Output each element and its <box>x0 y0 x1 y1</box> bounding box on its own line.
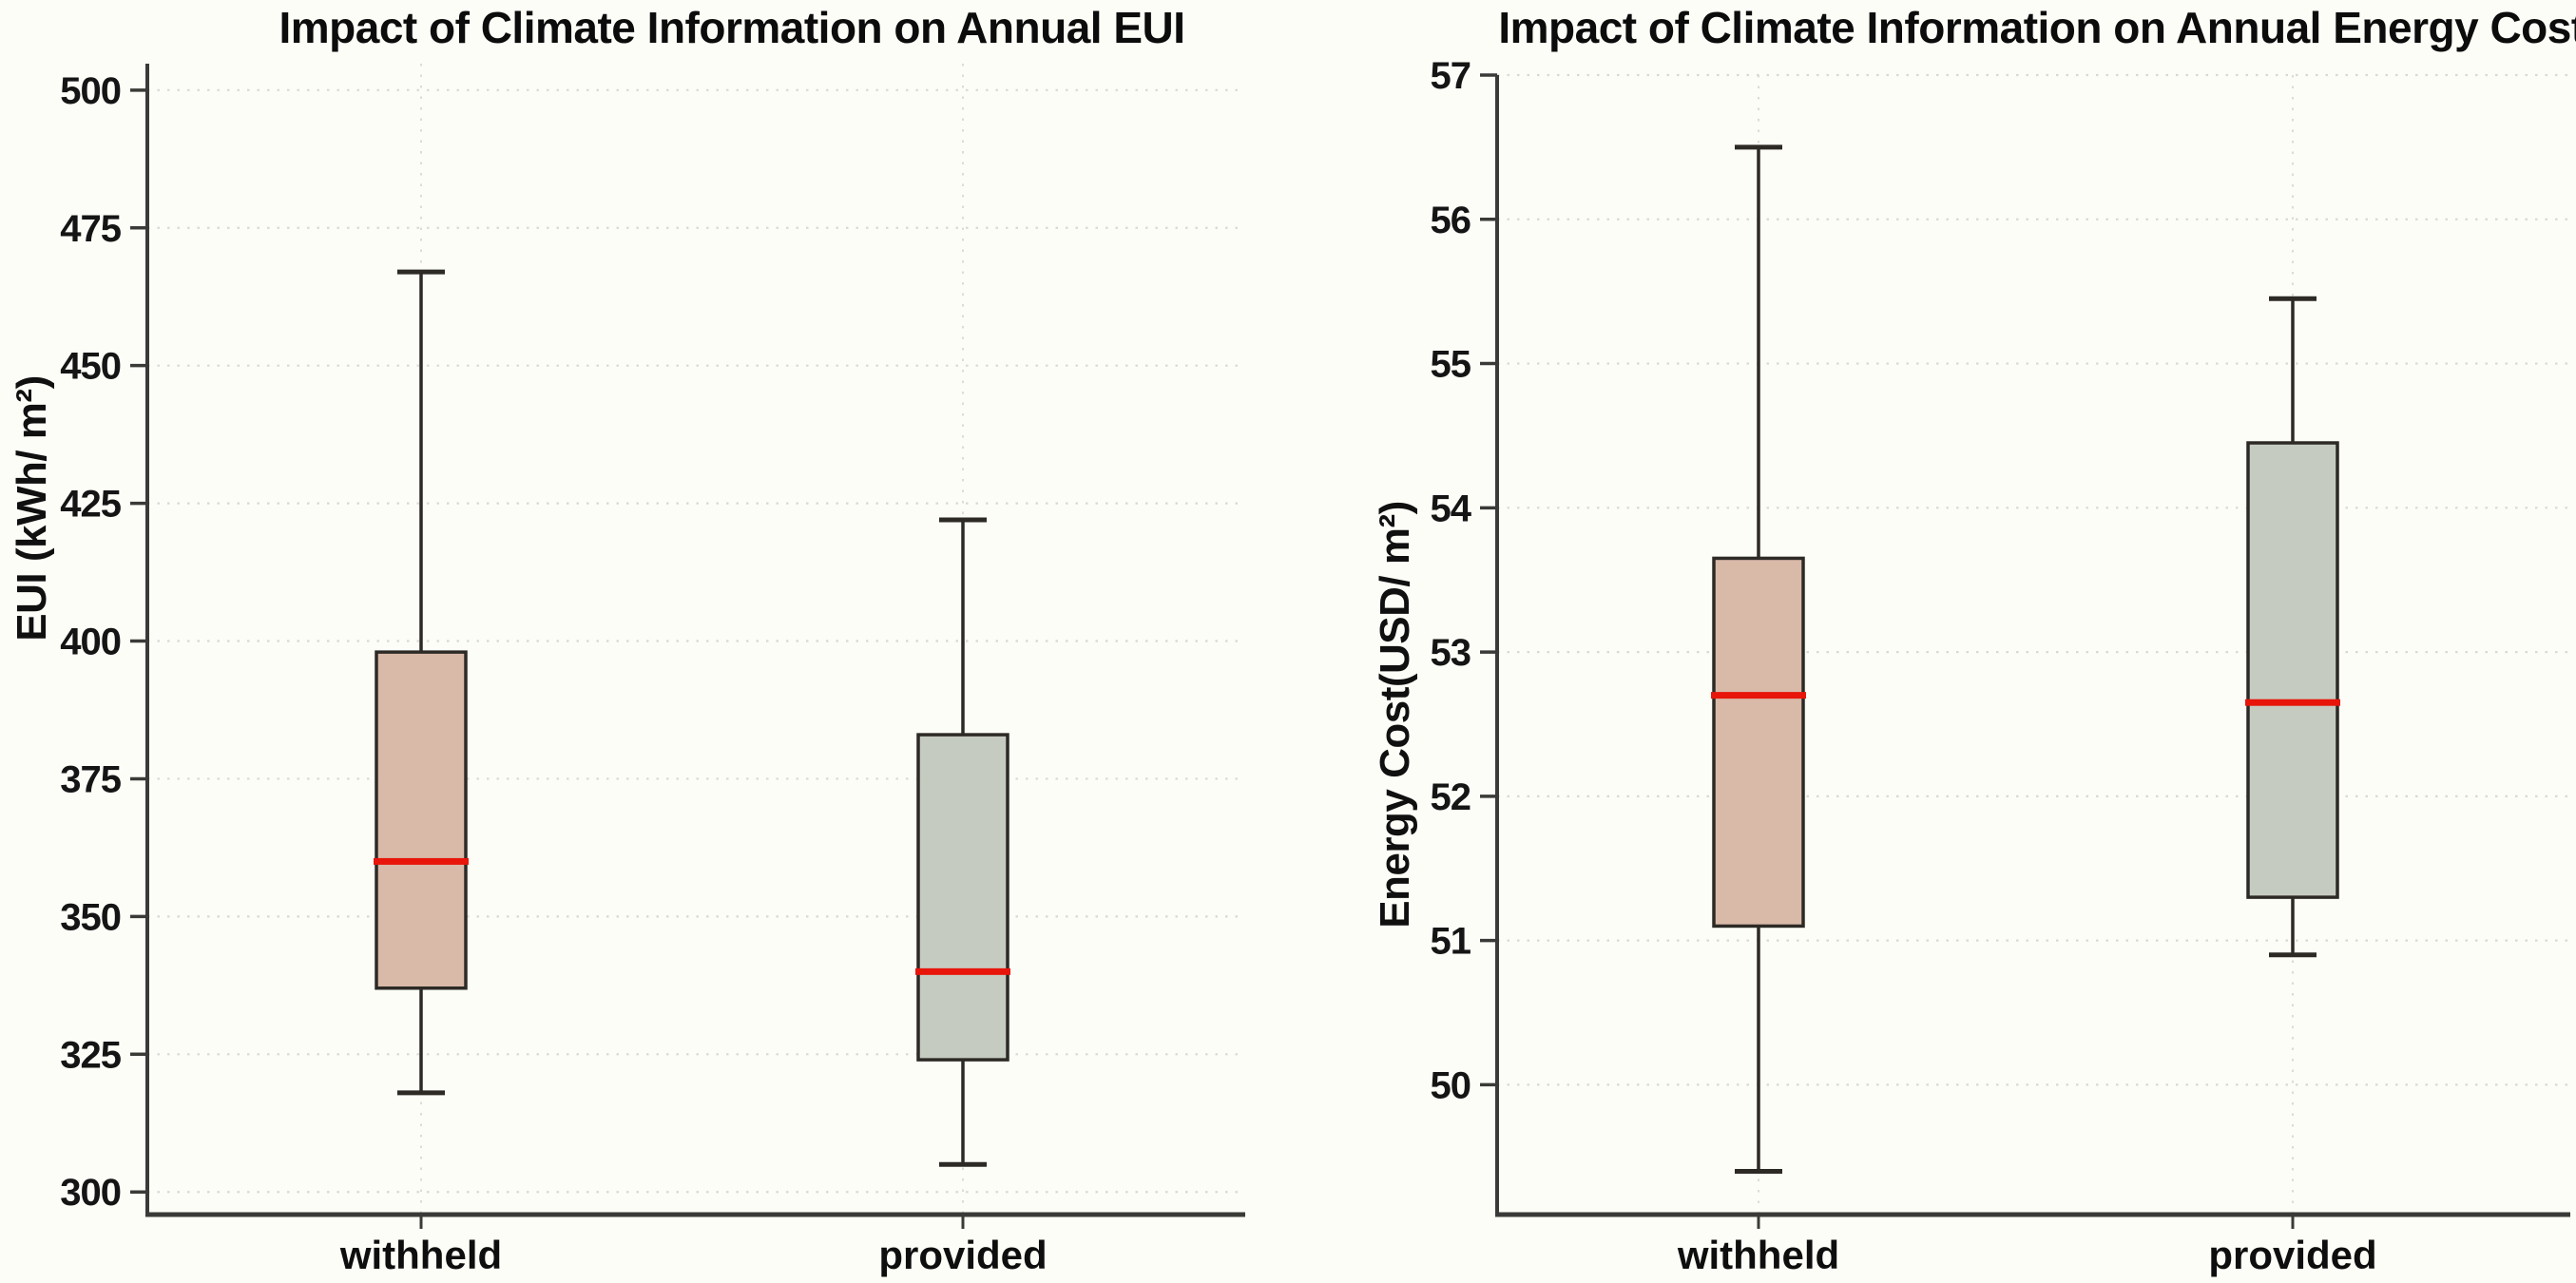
y-tick-label: 425 <box>60 484 121 526</box>
y-tick-label: 300 <box>60 1172 121 1214</box>
y-tick-label: 54 <box>1431 488 1472 529</box>
y-tick-label: 450 <box>60 346 121 388</box>
y-tick-label: 50 <box>1431 1064 1471 1106</box>
y-tick-label: 56 <box>1431 200 1471 241</box>
y-tick-label: 350 <box>60 896 121 938</box>
energy-cost-y-axis-label: Energy Cost(USD/ m²) <box>1372 501 1418 929</box>
y-tick-label: 500 <box>60 70 121 112</box>
iqr-box-withheld <box>375 650 468 990</box>
y-tick-label: 52 <box>1431 776 1471 818</box>
y-tick-label: 375 <box>60 758 121 800</box>
y-tick-label: 53 <box>1431 632 1471 674</box>
y-tick-label: 57 <box>1431 55 1471 97</box>
category-label-provided: provided <box>878 1233 1047 1277</box>
y-tick-label: 51 <box>1431 921 1471 963</box>
y-tick-label: 400 <box>60 622 121 663</box>
eui-y-axis-label: EUI (kWh/ m²) <box>9 375 55 642</box>
category-label-withheld: withheld <box>339 1233 502 1277</box>
median-line-withheld <box>374 857 469 865</box>
iqr-box-provided <box>2246 441 2339 899</box>
y-tick-label: 475 <box>60 208 121 250</box>
category-label-withheld: withheld <box>1677 1233 1839 1277</box>
median-line-withheld <box>1711 692 1806 699</box>
iqr-box-withheld <box>1712 556 1805 929</box>
y-tick-label: 325 <box>60 1034 121 1076</box>
energy-cost-chart-title: Impact of Climate Information on Annual … <box>1498 3 2576 52</box>
category-label-provided: provided <box>2208 1233 2376 1277</box>
iqr-box-provided <box>916 733 1009 1062</box>
median-line-provided <box>915 967 1010 975</box>
y-tick-label: 55 <box>1431 344 1471 386</box>
eui-chart-title: Impact of Climate Information on Annual … <box>279 3 1185 52</box>
median-line-provided <box>2245 699 2340 706</box>
